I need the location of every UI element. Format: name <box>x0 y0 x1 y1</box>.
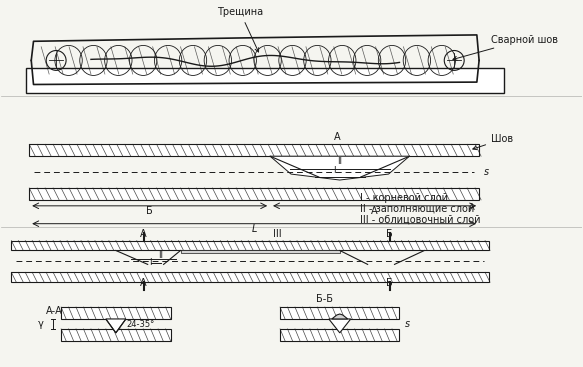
Text: s: s <box>484 167 489 177</box>
Bar <box>26 68 504 93</box>
Bar <box>29 144 479 156</box>
Text: 24-35°: 24-35° <box>127 320 155 329</box>
Text: Б-Б: Б-Б <box>317 294 333 304</box>
Text: II: II <box>158 251 163 261</box>
Text: А: А <box>141 229 147 239</box>
Bar <box>29 188 479 200</box>
Bar <box>11 240 489 251</box>
Text: Сварной шов: Сварной шов <box>453 34 558 60</box>
Text: А: А <box>371 206 378 216</box>
Polygon shape <box>329 319 351 333</box>
Text: L: L <box>251 224 257 234</box>
Bar <box>11 272 489 282</box>
Text: I: I <box>333 166 336 175</box>
Text: А: А <box>141 278 147 288</box>
Text: Трещина: Трещина <box>217 7 264 52</box>
Text: А: А <box>333 132 340 142</box>
Bar <box>61 329 171 341</box>
Text: s: s <box>405 319 410 329</box>
Text: I: I <box>149 258 152 268</box>
Text: III - облицовочный слой: III - облицовочный слой <box>360 215 480 225</box>
Text: А: А <box>469 203 475 212</box>
Text: γ: γ <box>38 319 44 329</box>
Polygon shape <box>181 251 340 254</box>
Bar <box>280 307 399 319</box>
Text: II: II <box>338 157 342 166</box>
Text: I - корневой слой: I - корневой слой <box>360 193 448 203</box>
Polygon shape <box>332 314 347 319</box>
Polygon shape <box>270 156 409 180</box>
Bar <box>61 307 171 319</box>
Bar <box>280 329 399 341</box>
Text: А-А: А-А <box>46 306 63 316</box>
Polygon shape <box>106 319 126 333</box>
Text: III: III <box>273 229 282 239</box>
Text: Б: Б <box>386 278 393 288</box>
Text: II - заполняющие слои: II - заполняющие слои <box>360 204 474 214</box>
Text: Б: Б <box>386 229 393 239</box>
Text: Шов: Шов <box>473 134 513 150</box>
Text: Б: Б <box>146 206 153 216</box>
